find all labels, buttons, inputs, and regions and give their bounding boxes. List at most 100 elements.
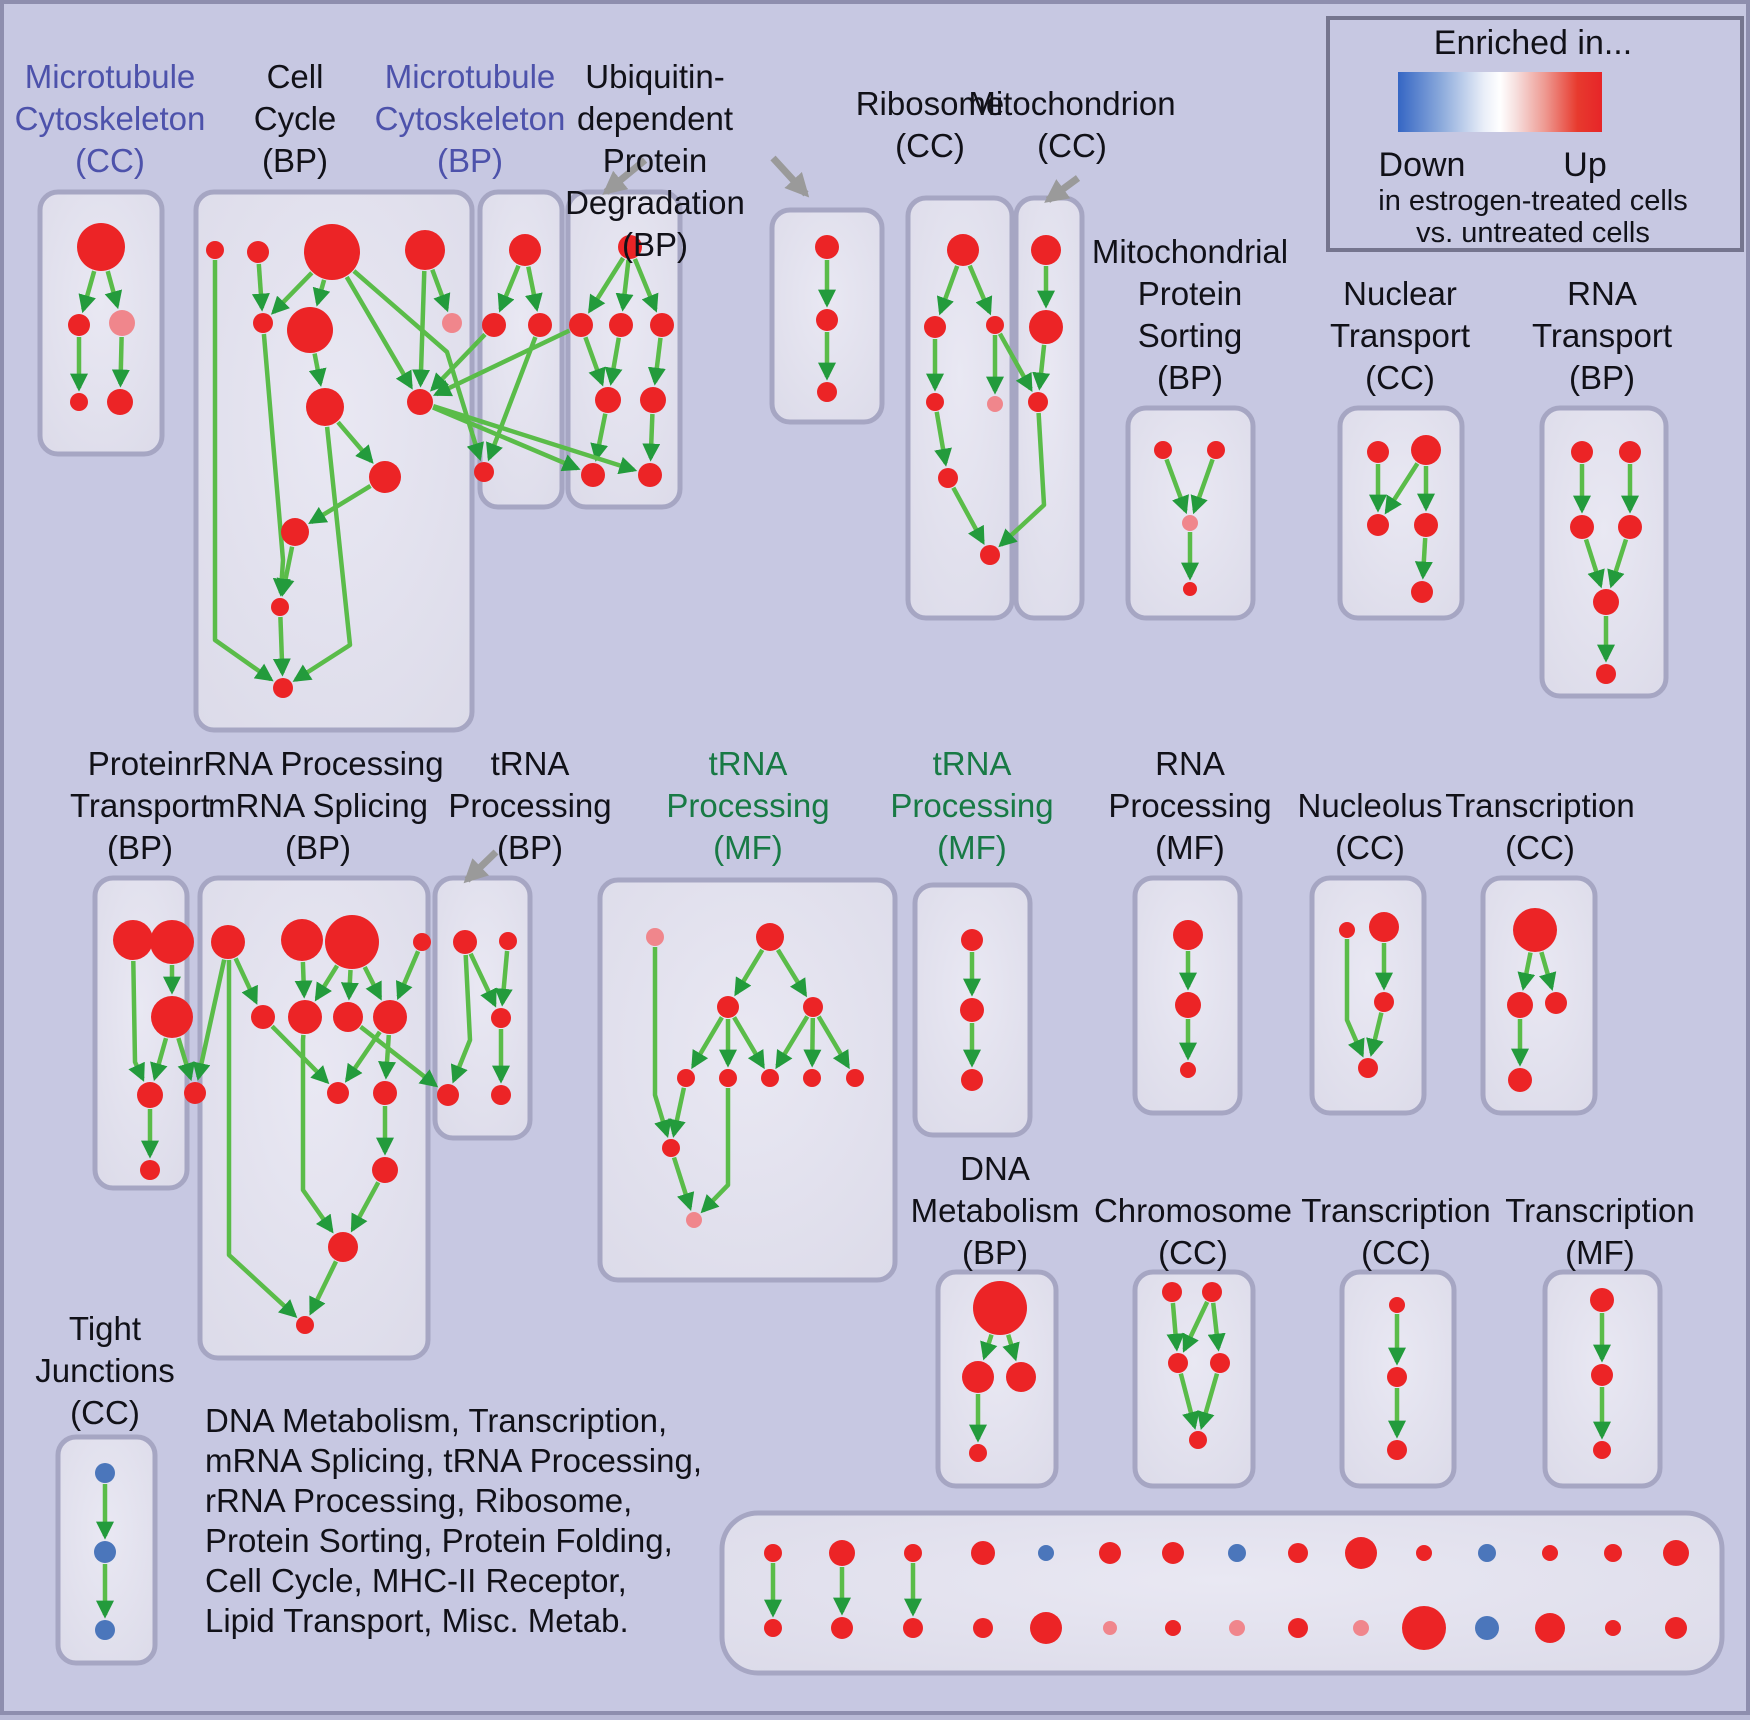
- go-term-node: [1367, 441, 1389, 463]
- edge-arrow: [212, 260, 274, 682]
- go-term-node: [1619, 441, 1641, 463]
- cluster-label-nuctrans: Transport: [1330, 317, 1470, 354]
- go-term-node: [288, 1000, 322, 1034]
- edge-arrow: [1366, 1012, 1384, 1057]
- edge-arrow: [270, 1024, 330, 1085]
- edge-arrow: [691, 1016, 724, 1070]
- cluster-label-cc: Cell: [267, 58, 324, 95]
- go-term-node: [1387, 1367, 1407, 1387]
- cluster-label-cc: (BP): [262, 142, 328, 179]
- go-term-node: [373, 1000, 407, 1034]
- cluster-label-mitosort: Protein: [1138, 275, 1243, 312]
- edge-arrow: [359, 1025, 439, 1088]
- go-term-node: [1604, 1544, 1622, 1562]
- go-term-node: [453, 930, 477, 954]
- go-term-node: [764, 1544, 782, 1562]
- go-term-node: [764, 1619, 782, 1637]
- go-term-node: [831, 1617, 853, 1639]
- edge-arrow: [362, 965, 383, 1001]
- edge-arrow: [967, 264, 993, 316]
- go-term-node: [491, 1085, 511, 1105]
- go-term-node: [68, 314, 90, 336]
- go-term-node: [1229, 1620, 1245, 1636]
- cluster-box-nucleolus: [1309, 875, 1427, 1116]
- cluster-label-nucleolus: Nucleolus: [1298, 787, 1443, 824]
- edge-arrow: [1164, 458, 1189, 515]
- go-term-node: [304, 224, 360, 280]
- cluster-label-pt: Transport: [70, 787, 210, 824]
- go-term-node: [327, 1082, 349, 1104]
- go-term-node: [1535, 1613, 1565, 1643]
- go-term-node: [281, 919, 323, 961]
- legend-up-label: Up: [1563, 146, 1606, 184]
- cluster-label-mitosort: (BP): [1157, 359, 1223, 396]
- edge-arrow: [997, 332, 1033, 393]
- cluster-label-tightj: (CC): [70, 1394, 140, 1431]
- go-term-node: [1028, 392, 1048, 412]
- go-term-node: [151, 996, 193, 1038]
- go-term-node: [987, 396, 1003, 412]
- edge-arrow: [1166, 1302, 1185, 1352]
- edge-arrow: [525, 266, 543, 312]
- go-term-node: [662, 1139, 680, 1157]
- edge-arrow: [261, 333, 291, 597]
- go-term-node: [373, 1081, 397, 1105]
- edge-arrow: [583, 336, 606, 387]
- edge-arrow: [980, 1334, 998, 1361]
- go-term-node: [94, 1541, 116, 1563]
- edge-arrow: [1414, 537, 1433, 580]
- go-term-node: [1154, 441, 1172, 459]
- edge-arrow: [668, 1087, 687, 1138]
- edge-arrow: [111, 336, 130, 388]
- go-term-node: [1416, 1545, 1432, 1561]
- cluster-label-pt: (BP): [107, 829, 173, 866]
- go-term-node: [1038, 1545, 1054, 1561]
- cluster-label-tmf1: Processing: [666, 787, 829, 824]
- go-term-node: [609, 313, 633, 337]
- go-term-node: [815, 235, 839, 259]
- cluster-label-rnatrans: Transport: [1532, 317, 1672, 354]
- edge-arrow: [292, 426, 353, 682]
- edge-arrow: [671, 1156, 695, 1212]
- go-term-node: [150, 920, 194, 964]
- go-term-node: [499, 932, 517, 950]
- go-term-node: [1590, 1288, 1614, 1312]
- go-term-node: [817, 382, 837, 402]
- go-term-node: [273, 678, 293, 698]
- go-term-node: [569, 313, 593, 337]
- go-term-node: [1513, 908, 1557, 952]
- cluster-label-tmf3: Transcription: [1505, 1192, 1695, 1229]
- go-term-node: [1202, 1282, 1222, 1302]
- go-term-node: [986, 316, 1004, 334]
- cluster-box-rnatrans: [1539, 405, 1669, 699]
- go-term-node: [1389, 1297, 1405, 1313]
- miscellaneous-categories-note: Lipid Transport, Misc. Metab.: [205, 1602, 629, 1639]
- go-term-node: [1402, 1606, 1446, 1650]
- go-term-node: [1545, 992, 1567, 1014]
- edge-arrow: [1207, 1302, 1226, 1352]
- cluster-label-chrom: (CC): [1158, 1234, 1228, 1271]
- go-term-node: [137, 1082, 163, 1108]
- edge-arrow: [150, 1037, 169, 1082]
- label-callout-arrow: [770, 155, 810, 198]
- edge-arrow: [934, 411, 952, 467]
- edge-arrow: [588, 256, 626, 314]
- edge-arrow: [803, 1017, 822, 1068]
- cluster-label-rpmf: Processing: [1108, 787, 1271, 824]
- go-term-node: [109, 310, 135, 336]
- go-term-node: [618, 235, 642, 259]
- miscellaneous-categories-note: DNA Metabolism, Transcription,: [205, 1402, 667, 1439]
- edge-arrow: [308, 483, 372, 525]
- legend-title: Enriched in...: [1434, 24, 1632, 62]
- go-term-node: [281, 518, 309, 546]
- edge-arrow: [494, 950, 513, 1007]
- go-term-node: [70, 393, 88, 411]
- cluster-label-mito: Mitochondrion: [968, 85, 1175, 122]
- cluster-label-dnam: (BP): [962, 1234, 1028, 1271]
- go-term-node: [904, 1544, 922, 1562]
- go-term-node: [328, 1232, 358, 1262]
- edge-arrow: [352, 269, 484, 462]
- go-term-node: [251, 1005, 275, 1029]
